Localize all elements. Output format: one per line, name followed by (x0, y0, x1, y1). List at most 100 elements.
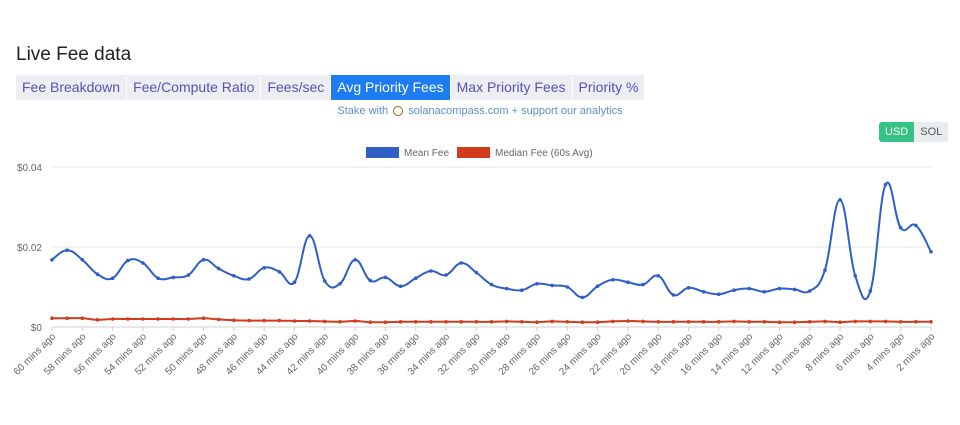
median-fee-point (232, 318, 236, 323)
median-fee-point (671, 320, 676, 324)
x-tick-label: 14 mins ago (709, 331, 756, 378)
x-tick-label: 52 mins ago (133, 331, 180, 378)
median-fee-point (141, 317, 145, 321)
chart-legend: Mean Fee Median Fee (60s Avg) (366, 147, 593, 159)
median-fee-point (262, 318, 266, 323)
median-fee-point (701, 320, 706, 324)
tab-fees-per-sec[interactable]: Fees/sec (261, 75, 331, 100)
series-lines (50, 181, 933, 325)
median-fee-point (247, 318, 251, 323)
median-fee-point (580, 320, 585, 325)
x-tick-label: 38 mins ago (345, 331, 392, 378)
x-tick-label: 12 mins ago (739, 331, 786, 378)
mean-fee-point (853, 274, 858, 278)
solanacompass-logo-icon (393, 106, 404, 116)
median-fee-line (52, 317, 931, 324)
mean-fee-point (307, 234, 312, 238)
legend-swatch-mean (366, 147, 399, 158)
median-fee-point (641, 319, 645, 324)
median-fee-point (777, 320, 782, 325)
median-fee-point (110, 317, 115, 321)
median-fee-point (125, 317, 130, 321)
mean-fee-point (322, 279, 327, 283)
median-fee-point (292, 319, 297, 323)
mean-fee-point (610, 278, 615, 282)
tab-fee-compute-ratio[interactable]: Fee/Compute Ratio (127, 75, 261, 100)
x-tick-label: 18 mins ago (648, 331, 695, 378)
mean-fee-point (868, 289, 873, 293)
mean-fee-point (156, 276, 160, 281)
legend-label-mean: Mean Fee (404, 148, 449, 159)
x-tick-label: 56 mins ago (72, 331, 119, 378)
mean-fee-point (489, 282, 494, 287)
mean-fee-point (50, 258, 54, 262)
y-tick-label: $0.02 (17, 243, 42, 254)
mean-fee-point (671, 293, 676, 297)
mean-fee-point (398, 284, 403, 289)
stake-banner: Stake with solanacompass.com + support o… (0, 105, 960, 117)
x-tick-label: 58 mins ago (42, 331, 89, 378)
y-axis-ticks: $0 $0.02 $0.04 (17, 163, 42, 334)
mean-fee-point (641, 282, 645, 287)
mean-fee-point (141, 261, 145, 265)
x-tick-label: 4 mins ago (864, 331, 907, 374)
x-tick-label: 50 mins ago (163, 331, 210, 378)
currency-toggle: USD SOL (879, 122, 949, 142)
tab-max-priority-fees[interactable]: Max Priority Fees (450, 75, 572, 100)
stake-prefix: Stake with (337, 105, 389, 117)
median-fee-point (444, 320, 448, 324)
median-fee-point (823, 319, 827, 324)
median-fee-point (565, 320, 570, 324)
median-fee-point (868, 319, 873, 324)
x-tick-label: 46 mins ago (224, 331, 271, 378)
mean-fee-point (186, 273, 191, 277)
x-tick-label: 20 mins ago (618, 331, 665, 378)
mean-fee-point (80, 258, 85, 262)
mean-fee-point (898, 226, 903, 230)
median-fee-point (747, 320, 751, 324)
median-fee-point (171, 317, 176, 321)
sol-button[interactable]: SOL (914, 122, 949, 142)
x-tick-label: 54 mins ago (103, 331, 150, 378)
mean-fee-point (277, 270, 282, 274)
mean-fee-point (580, 295, 585, 300)
mean-fee-point (125, 258, 130, 263)
legend-swatch-median (457, 147, 490, 158)
median-fee-point (898, 320, 903, 324)
median-fee-point (201, 316, 206, 321)
median-fee-point (807, 320, 812, 324)
mean-fee-point (232, 274, 236, 278)
mean-fee-point (747, 286, 751, 291)
median-fee-point (474, 320, 479, 324)
mean-fee-point (626, 280, 630, 285)
mean-fee-point (717, 292, 721, 297)
mean-fee-point (595, 284, 600, 289)
tab-fee-breakdown[interactable]: Fee Breakdown (16, 75, 127, 100)
median-fee-point (732, 319, 736, 324)
median-fee-point (156, 317, 160, 321)
mean-fee-point (262, 266, 266, 270)
mean-fee-point (65, 248, 69, 252)
median-fee-point (65, 316, 69, 321)
mean-fee-line (51, 181, 932, 301)
median-fee-point (838, 320, 842, 325)
median-fee-point (686, 320, 691, 324)
stake-site-link[interactable]: solanacompass.com (408, 105, 509, 117)
usd-button[interactable]: USD (879, 122, 915, 142)
mean-fee-point (353, 258, 357, 262)
mean-fee-point (504, 286, 509, 291)
median-fee-point (353, 319, 357, 323)
mean-fee-point (247, 277, 251, 281)
x-tick-label: 10 mins ago (770, 331, 817, 378)
tab-priority-percent[interactable]: Priority % (572, 75, 645, 100)
median-fee-point (50, 316, 54, 321)
median-fee-point (853, 319, 858, 324)
mean-fee-point (914, 223, 918, 228)
tab-avg-priority-fees[interactable]: Avg Priority Fees (331, 75, 450, 100)
x-tick-label: 32 mins ago (436, 331, 483, 378)
mean-fee-point (701, 290, 706, 294)
mean-fee-point (368, 278, 373, 283)
mean-fee-point (565, 285, 570, 289)
x-tick-label: 36 mins ago (376, 331, 423, 378)
